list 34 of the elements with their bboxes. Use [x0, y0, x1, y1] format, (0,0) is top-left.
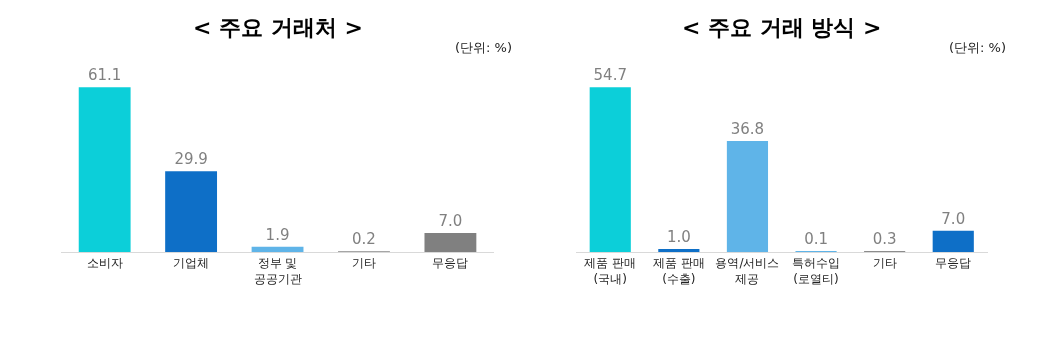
data-label: 36.8: [730, 120, 765, 139]
bar: [932, 230, 974, 252]
data-label: 29.9: [174, 150, 208, 169]
chart-title: < 주요 거래처 >: [193, 15, 363, 40]
bar: [251, 246, 304, 252]
x-tick-label: 특허수입 (로열티): [792, 256, 841, 286]
x-tick-label: 기업체: [173, 256, 210, 271]
bar: [589, 87, 631, 252]
x-tick-label: 무응답: [935, 256, 972, 271]
x-tick-label: 제품 판매 (국내): [584, 256, 637, 286]
x-tick-label: 무응답: [432, 256, 469, 271]
data-label: 0.2: [352, 229, 376, 248]
x-tick-label: 정부 및 공공기관: [253, 256, 302, 286]
bar: [726, 141, 769, 252]
data-label: 7.0: [438, 212, 463, 231]
x-tick-label: 기타: [351, 256, 376, 271]
text: (단위: %): [949, 40, 1007, 55]
data-label: 7.0: [941, 209, 966, 228]
bar: [424, 233, 477, 252]
bar: [78, 87, 131, 252]
x-tick-label: 기타: [872, 256, 897, 271]
data-label: 54.7: [593, 66, 627, 85]
x-tick-label: 용역/서비스 제공: [715, 256, 780, 286]
data-label: 1.0: [666, 227, 691, 246]
chart-title: < 주요 거래 방식 >: [682, 15, 882, 40]
bar: [165, 171, 218, 252]
data-label: 61.1: [87, 66, 122, 85]
bar: [658, 248, 700, 252]
text: (단위: %): [455, 40, 513, 55]
x-tick-label: 제품 판매 (수출): [652, 256, 705, 286]
x-tick-label: 소비자: [86, 256, 123, 271]
data-label: 0.1: [804, 229, 828, 248]
data-label: 0.3: [872, 229, 897, 248]
data-label: 1.9: [265, 225, 290, 244]
